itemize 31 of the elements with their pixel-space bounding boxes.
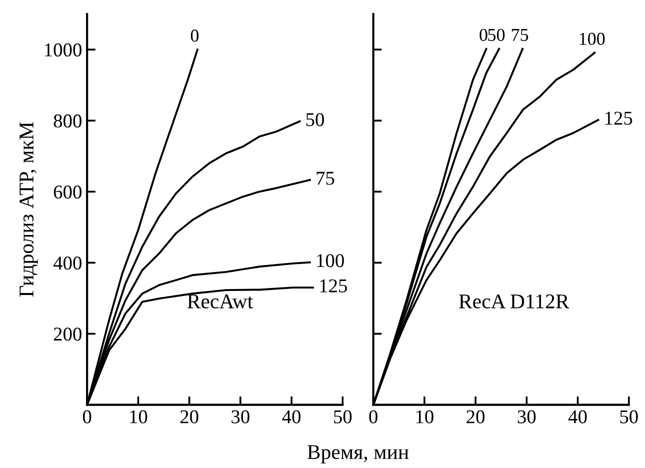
x-tick-label: 40 [568, 410, 587, 424]
y-axis-title: Гидролиз АТР, мкМ [20, 122, 38, 297]
x-tick-label: 30 [518, 410, 536, 424]
annotation: RecAwt [187, 294, 254, 308]
series-label: 0 [190, 30, 199, 42]
series-label: 125 [605, 112, 632, 125]
x-tick-label: 20 [466, 410, 485, 424]
x-tick-label: 0 [369, 410, 378, 424]
y-tick-label: 600 [54, 185, 82, 199]
x-tick-label: 20 [180, 410, 198, 424]
annotation: RecA D112R [459, 294, 570, 308]
x-tick-label: 10 [130, 410, 148, 424]
x-tick-label: 10 [416, 410, 434, 424]
x-tick-label: 30 [232, 410, 250, 424]
series-label: 50 [488, 28, 505, 42]
series-label: 100 [580, 32, 605, 45]
series-label: 75 [512, 29, 528, 42]
y-tick-label: 200 [54, 328, 82, 341]
y-tick-label: 400 [53, 256, 82, 270]
y-tick-label: 800 [54, 114, 82, 128]
x-tick-label: 40 [282, 410, 301, 424]
x-tick-label: 50 [620, 410, 638, 424]
legend-label: 75 [316, 172, 334, 185]
series-label: 50 [306, 113, 324, 126]
y-tick-label: 1000 [45, 43, 82, 57]
x-axis-title: Время, мин [307, 445, 409, 464]
series-label: 0 [480, 28, 488, 42]
legend-label: 100 [317, 254, 344, 268]
series-label: 125 [320, 279, 347, 292]
x-tick-label: 0 [82, 410, 92, 424]
x-tick-label: 50 [334, 410, 352, 424]
